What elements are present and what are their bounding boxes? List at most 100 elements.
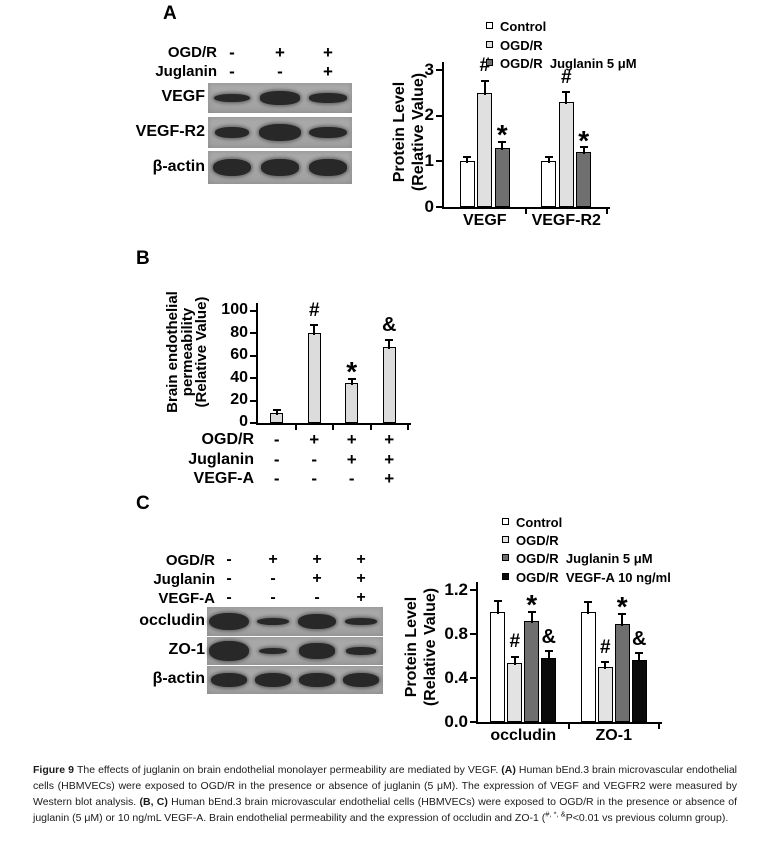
legend-label: Control — [516, 515, 563, 530]
legend-marker — [502, 554, 509, 562]
error-bar-cap — [584, 600, 593, 603]
error-bar-stem — [547, 157, 550, 164]
y-tick-label: 3 — [424, 59, 434, 79]
caption-segment: The effects of juglanin on brain endothe… — [76, 764, 502, 776]
y-tick-label: 0 — [239, 413, 248, 431]
error-bar-stem — [587, 602, 590, 614]
error-bar-cap — [527, 610, 536, 613]
error-bar-stem — [496, 601, 499, 614]
legend-marker — [486, 22, 493, 29]
condition-row-label: Juglanin — [155, 63, 217, 80]
condition-symbol: + — [346, 430, 357, 449]
condition-symbol: - — [314, 589, 320, 606]
error-bar-stem — [501, 142, 504, 150]
error-bar-stem — [388, 340, 391, 349]
x-tick-mark — [332, 425, 334, 430]
legend-label: OGD/R Juglanin 5 μM — [516, 551, 653, 567]
y-tick-mark — [436, 69, 442, 71]
protein-band — [345, 647, 377, 655]
legend-label: OGD/R Juglanin 5 μM — [500, 56, 637, 71]
y-tick-mark — [470, 589, 476, 591]
error-bar-cap — [498, 140, 507, 143]
legend-label: OGD/R — [500, 37, 543, 53]
condition-symbol: + — [356, 551, 366, 568]
y-tick-mark — [436, 206, 442, 208]
condition-symbol: + — [323, 43, 333, 62]
condition-symbol: + — [268, 551, 278, 568]
error-bar-stem — [565, 92, 568, 104]
x-category-label: VEGF — [462, 212, 507, 229]
condition-symbol: - — [270, 589, 276, 606]
panel-b-label: B — [136, 248, 150, 269]
gel-strip — [208, 83, 352, 113]
error-bar-cap — [310, 324, 319, 327]
condition-symbol: + — [309, 430, 320, 449]
legend-marker — [502, 536, 509, 544]
protein-band — [256, 617, 290, 626]
x-tick-mark — [606, 209, 608, 214]
y-tick-label: 0.8 — [444, 623, 468, 643]
bar-OGD/R VEGF-A 10 ng/ml — [541, 658, 557, 722]
error-bar-stem — [638, 653, 641, 663]
protein-band — [259, 124, 301, 141]
error-bar-stem — [582, 147, 585, 155]
x-category-label: occludin — [490, 727, 557, 744]
condition-symbol: + — [312, 551, 322, 568]
caption-segment: #, *, & — [545, 809, 566, 819]
caption-segment: Human bEnd.3 brain microvascular endothe… — [33, 764, 738, 808]
panel-c-label: C — [136, 493, 150, 514]
y-tick-mark — [436, 160, 442, 163]
y-axis-line — [442, 62, 444, 209]
legend-marker — [502, 518, 509, 525]
error-bar-stem — [547, 651, 550, 661]
error-bar-stem — [530, 612, 533, 623]
condition-symbol: - — [273, 469, 280, 488]
x-tick-mark — [658, 724, 660, 729]
gel-strip — [207, 637, 383, 665]
error-bar-cap — [347, 377, 356, 380]
error-bar-stem — [313, 325, 316, 336]
y-tick-mark — [250, 399, 256, 402]
y-tick-label: 60 — [230, 346, 248, 364]
legend-marker — [486, 59, 493, 66]
protein-band — [309, 126, 347, 139]
x-axis-line — [256, 423, 411, 425]
error-bar-stem — [483, 81, 486, 95]
error-bar-stem — [513, 657, 516, 665]
panel-a-label: A — [163, 3, 177, 24]
y-tick-mark — [470, 633, 476, 635]
figure-caption: Figure 9 The effects of juglanin on brai… — [33, 762, 737, 826]
error-bar-cap — [510, 655, 519, 658]
y-axis-line — [476, 582, 478, 724]
condition-symbol: - — [229, 62, 235, 81]
error-bar-stem — [621, 614, 624, 627]
protein-band — [208, 640, 250, 662]
gel-strip — [207, 666, 383, 694]
x-category-label: ZO-1 — [595, 727, 632, 744]
legend-label: OGD/R VEGF-A 10 ng/ml — [516, 569, 671, 585]
condition-symbol: - — [277, 62, 283, 81]
significance-mark: & — [632, 627, 647, 650]
y-tick-mark — [250, 310, 256, 312]
y-tick-label: 100 — [221, 301, 248, 319]
y-tick-label: 0.0 — [444, 711, 468, 731]
caption-segment: (A) — [501, 764, 519, 776]
protein-band — [309, 159, 347, 176]
error-bar-stem — [604, 662, 607, 669]
gel-strip — [207, 607, 383, 636]
bar-OGD/R — [597, 667, 613, 722]
condition-symbol: - — [348, 469, 355, 488]
protein-band — [260, 91, 300, 105]
condition-symbol: - — [273, 449, 280, 469]
protein-band — [345, 618, 377, 625]
condition-symbol: - — [226, 551, 232, 568]
protein-band — [261, 159, 299, 176]
y-tick-mark — [250, 354, 256, 357]
x-axis-line — [442, 207, 610, 209]
condition-symbol: + — [312, 570, 322, 587]
y-tick-mark — [436, 114, 442, 117]
